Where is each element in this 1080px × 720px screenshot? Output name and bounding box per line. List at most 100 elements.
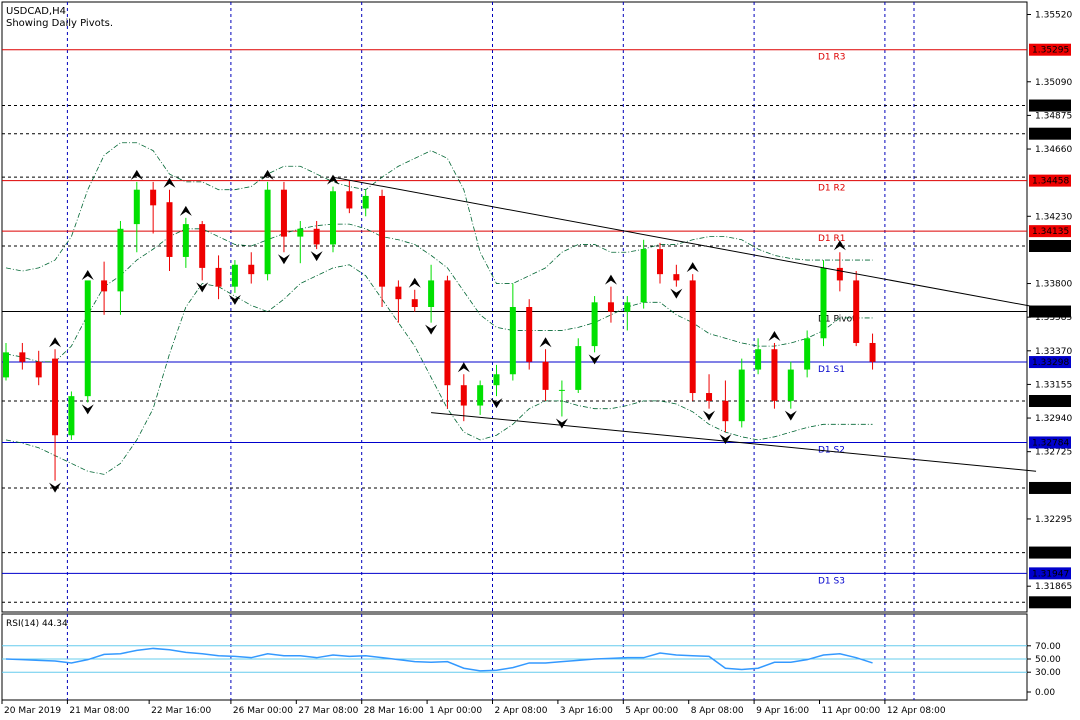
fractal-up-arrow xyxy=(261,169,274,180)
price-level-label: 1.33298 xyxy=(1032,358,1069,368)
fractal-down-arrow xyxy=(310,251,323,262)
x-tick-label: 9 Apr 16:00 xyxy=(756,706,809,716)
candle-body xyxy=(624,302,631,312)
rsi-panel: RSI(14) 44.34 70.00 50.00 30.00 0.00 xyxy=(2,619,1061,698)
candle-body xyxy=(264,189,271,275)
fractal-up-arrow xyxy=(768,330,781,341)
candle-body xyxy=(526,307,533,362)
y-tick-label: 1.33155 xyxy=(1035,380,1072,390)
x-tick-label: 26 Mar 00:00 xyxy=(233,706,293,716)
bollinger-bands xyxy=(5,142,873,475)
candle-body xyxy=(166,202,173,257)
candle-body xyxy=(673,274,680,281)
candle-body xyxy=(836,267,843,281)
x-tick-label: 20 Mar 2019 xyxy=(4,706,61,716)
fractal-up-arrow xyxy=(408,277,421,288)
x-tick-label: 11 Apr 00:00 xyxy=(822,706,881,716)
candle-body xyxy=(133,189,140,225)
y-tick-label: 1.32940 xyxy=(1035,414,1072,424)
y-tick-label: 1.34875 xyxy=(1035,111,1072,121)
fractal-up-arrow xyxy=(833,240,846,251)
x-tick-label: 28 Mar 16:00 xyxy=(364,706,424,716)
price-axis: 1.35520 1.35090 1.34875 1.34660 1.34230 1.338… xyxy=(1027,11,1072,609)
candle-body xyxy=(657,249,663,275)
rsi-y-tick-label: 0.00 xyxy=(1035,688,1055,698)
candle-body xyxy=(150,189,157,206)
fractal-up-arrow xyxy=(130,169,143,180)
fractal-up-arrow xyxy=(81,269,94,280)
candle-body xyxy=(428,280,435,307)
y-tick-label: 1.35520 xyxy=(1035,11,1072,21)
candle-body xyxy=(68,396,75,436)
trendline xyxy=(332,176,1053,311)
candle-body xyxy=(460,385,467,406)
rsi-y-tick-label: 30.00 xyxy=(1035,668,1061,678)
price-level-label-box xyxy=(1029,546,1071,559)
chart-subtitle: Showing Daily Pivots. xyxy=(6,18,113,29)
price-level-label: 1.32493 xyxy=(1032,484,1069,494)
fractal-down-arrow xyxy=(784,410,797,421)
candle-body xyxy=(509,307,516,375)
candle-body xyxy=(52,358,59,436)
fractal-up-arrow xyxy=(604,274,617,285)
rsi-line xyxy=(5,647,873,672)
y-tick-label: 1.35090 xyxy=(1035,78,1072,88)
candle-body xyxy=(706,393,713,401)
candle-body xyxy=(3,352,9,378)
fractal-down-arrow xyxy=(196,282,209,293)
chart-symbol-title: USDCAD,H4 xyxy=(6,6,66,17)
x-tick-label: 3 Apr 16:00 xyxy=(560,706,613,716)
x-tick-label: 12 Apr 08:00 xyxy=(887,706,946,716)
candle-body xyxy=(542,361,549,390)
candle-body xyxy=(248,264,255,275)
pivot-label: D1 S3 xyxy=(818,576,845,586)
candle-body xyxy=(297,228,304,237)
y-tick-label: 1.33800 xyxy=(1035,280,1072,290)
fractal-up-arrow xyxy=(179,205,192,216)
candle-body xyxy=(35,361,42,378)
band-lower xyxy=(5,264,873,475)
pivot-label: D1 R2 xyxy=(818,184,846,194)
price-level-label-box xyxy=(1029,436,1071,449)
band-upper xyxy=(5,142,873,284)
fractal-down-arrow xyxy=(228,294,241,305)
pivot-label: D1 S2 xyxy=(818,445,845,455)
price-level-label: 1.34758 xyxy=(1032,130,1069,140)
fractal-down-arrow xyxy=(588,354,601,365)
price-level-label-box xyxy=(1029,127,1071,140)
price-level-label: 1.33621 xyxy=(1032,308,1069,318)
price-level-label-box xyxy=(1029,356,1071,369)
price-level-label: 1.32080 xyxy=(1032,549,1069,559)
x-tick-label: 22 Mar 16:00 xyxy=(151,706,211,716)
price-level-label-box xyxy=(1029,240,1071,252)
rsi-y-tick-label: 70.00 xyxy=(1035,642,1061,652)
fractal-down-arrow xyxy=(277,254,290,265)
fractal-down-arrow xyxy=(81,404,94,415)
fractal-down-arrow xyxy=(703,410,716,421)
pivot-label: D1 S1 xyxy=(818,365,845,375)
price-level-label: 1.34458 xyxy=(1032,177,1069,187)
price-grid xyxy=(1,1,1028,701)
candle-body xyxy=(575,346,582,390)
price-level-label: 1.32784 xyxy=(1032,438,1069,448)
x-tick-label: 5 Apr 00:00 xyxy=(625,706,678,716)
x-tick-label: 21 Mar 08:00 xyxy=(69,706,129,716)
candle-body xyxy=(84,280,91,397)
candle-body xyxy=(411,299,418,307)
candle-body xyxy=(558,389,565,391)
candle-body xyxy=(330,191,336,245)
price-level-label-box xyxy=(1029,225,1071,238)
candle-body xyxy=(755,349,762,370)
time-axis: 20 Mar 2019 21 Mar 08:00 22 Mar 16:00 26 Ma… xyxy=(1,700,946,716)
fractal-arrows xyxy=(49,169,846,493)
trendlines xyxy=(332,176,1053,472)
price-level-label-box xyxy=(1029,395,1071,408)
fractal-up-arrow xyxy=(539,337,552,348)
rsi-y-tick-label: 50.00 xyxy=(1035,655,1061,665)
fractal-up-arrow xyxy=(457,362,470,373)
candle-body xyxy=(19,352,26,362)
price-level-label: 1.31947 xyxy=(1032,569,1069,579)
y-tick-label: 1.34230 xyxy=(1035,212,1072,222)
candle-body xyxy=(182,224,189,257)
